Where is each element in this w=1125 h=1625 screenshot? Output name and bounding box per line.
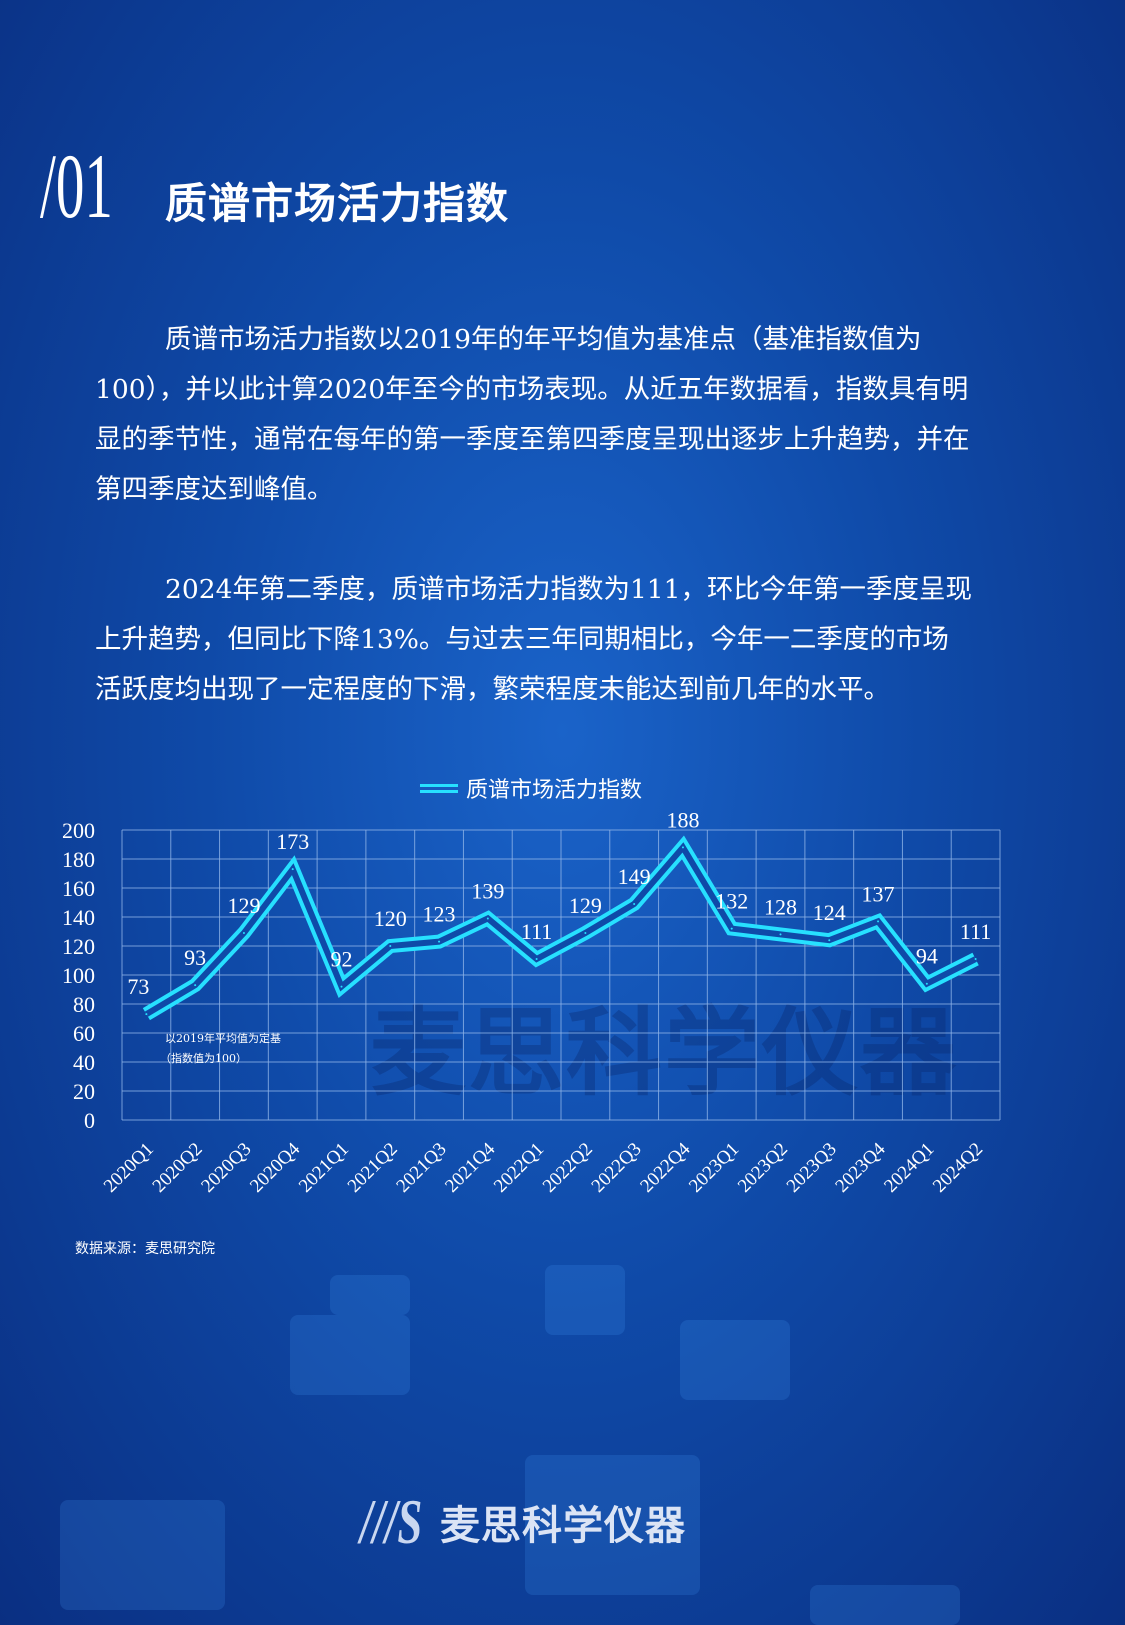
data-point xyxy=(779,933,782,936)
decor-block xyxy=(60,1500,225,1610)
x-tick-label: 2020Q1 xyxy=(100,1139,158,1197)
x-tick-label: 2023Q4 xyxy=(831,1138,889,1196)
section-number: /01 xyxy=(40,135,113,237)
x-tick-label: 2022Q3 xyxy=(588,1139,646,1197)
data-point xyxy=(486,917,489,920)
data-point xyxy=(584,931,587,934)
decor-block xyxy=(680,1320,790,1400)
data-point xyxy=(974,958,977,961)
y-tick-label: 60 xyxy=(73,1021,95,1046)
y-tick-label: 40 xyxy=(73,1050,95,1075)
chart-annotation: 以2019年平均值为定基 xyxy=(165,1031,281,1045)
data-point xyxy=(633,902,636,905)
data-label: 93 xyxy=(184,945,206,970)
y-tick-label: 80 xyxy=(73,992,95,1017)
x-tick-label: 2020Q2 xyxy=(149,1139,207,1197)
data-label: 92 xyxy=(331,947,353,972)
x-tick-label: 2020Q3 xyxy=(197,1139,255,1197)
y-tick-label: 20 xyxy=(73,1079,95,1104)
x-tick-label: 2021Q1 xyxy=(295,1139,353,1197)
data-point xyxy=(438,940,441,943)
decor-block xyxy=(810,1585,960,1625)
data-label: 124 xyxy=(813,900,846,925)
data-point xyxy=(828,939,831,942)
data-label: 132 xyxy=(715,889,748,914)
data-label: 123 xyxy=(423,902,456,927)
data-label: 188 xyxy=(666,807,699,832)
x-tick-label: 2021Q3 xyxy=(392,1139,450,1197)
paragraph: 质谱市场活力指数以2019年的年平均值为基准点（基准指数值为100），并以此计算… xyxy=(95,324,970,505)
x-tick-label: 2022Q1 xyxy=(490,1139,548,1197)
data-point xyxy=(242,931,245,934)
y-tick-label: 180 xyxy=(62,847,95,872)
data-label: 129 xyxy=(227,893,260,918)
x-tick-label: 2024Q2 xyxy=(929,1139,987,1197)
data-point xyxy=(194,984,197,987)
page-title: 质谱市场活力指数 xyxy=(165,179,510,228)
x-tick-label: 2022Q4 xyxy=(636,1138,694,1196)
brand-logo: ///S 麦思科学仪器 xyxy=(360,1485,686,1559)
data-label: 173 xyxy=(276,829,309,854)
x-tick-label: 2024Q1 xyxy=(880,1139,938,1197)
data-point xyxy=(925,982,928,985)
data-point xyxy=(877,920,880,923)
chart-legend: 质谱市场活力指数 xyxy=(420,772,642,804)
decor-block xyxy=(290,1315,410,1395)
data-label: 129 xyxy=(569,893,602,918)
line-chart: 0204060801001201401601802002020Q12020Q22… xyxy=(62,807,1001,1197)
paragraph: 2024年第二季度，质谱市场活力指数为111，环比今年第一季度呈现上升趋势，但同… xyxy=(95,574,973,705)
x-tick-label: 2023Q2 xyxy=(734,1139,792,1197)
data-point xyxy=(535,958,538,961)
data-point xyxy=(145,1013,148,1016)
data-label: 94 xyxy=(916,944,938,969)
y-tick-label: 200 xyxy=(62,818,95,843)
decor-block xyxy=(545,1265,625,1335)
x-tick-label: 2021Q4 xyxy=(441,1138,499,1196)
brand-name: 麦思科学仪器 xyxy=(440,1503,686,1549)
data-label: 73 xyxy=(127,974,149,999)
data-point xyxy=(340,985,343,988)
data-label: 120 xyxy=(374,906,407,931)
data-label: 137 xyxy=(862,881,895,906)
chart-annotation: （指数值为100） xyxy=(160,1051,247,1065)
data-label: 128 xyxy=(764,894,797,919)
decor-block xyxy=(330,1275,410,1315)
data-point xyxy=(389,945,392,947)
legend-label: 质谱市场活力指数 xyxy=(466,778,643,803)
data-label: 149 xyxy=(618,864,651,889)
decor-block xyxy=(525,1455,700,1595)
data-label: 111 xyxy=(960,919,991,944)
data-point xyxy=(730,927,733,930)
y-tick-label: 100 xyxy=(62,963,95,988)
watermark: 麦思科学仪器 xyxy=(370,997,958,1109)
data-point xyxy=(681,846,684,849)
y-tick-label: 140 xyxy=(62,905,95,930)
x-tick-label: 2023Q3 xyxy=(783,1139,841,1197)
data-source: 数据来源：麦思研究院 xyxy=(75,1241,215,1257)
y-tick-label: 120 xyxy=(62,934,95,959)
logo-mark: ///S xyxy=(360,1486,423,1557)
x-tick-label: 2021Q2 xyxy=(344,1139,402,1197)
series-line-inner xyxy=(144,842,977,1017)
data-point xyxy=(291,868,294,871)
x-tick-label: 2022Q2 xyxy=(539,1139,597,1197)
x-tick-label: 2023Q1 xyxy=(685,1139,743,1197)
x-tick-label: 2020Q4 xyxy=(246,1138,304,1196)
legend-line-icon xyxy=(420,783,458,793)
y-tick-label: 160 xyxy=(62,876,95,901)
y-tick-label: 0 xyxy=(84,1108,95,1133)
data-label: 111 xyxy=(521,919,552,944)
data-label: 139 xyxy=(471,878,504,903)
